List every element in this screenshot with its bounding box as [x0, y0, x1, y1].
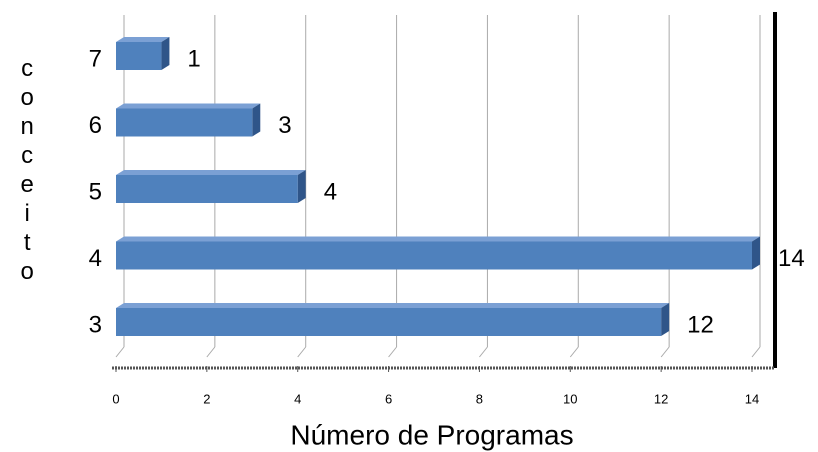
y-tick-label: 6 — [89, 112, 102, 139]
y-axis-label: conceito — [14, 55, 41, 287]
y-tick-label: 4 — [89, 245, 102, 272]
x-tick-label: 8 — [476, 391, 483, 406]
bar — [116, 241, 752, 270]
y-tick-label: 3 — [89, 311, 102, 338]
x-tick-label: 12 — [654, 391, 668, 406]
grid-floor — [297, 346, 307, 358]
bar-top — [116, 236, 760, 242]
x-tick-label: 14 — [745, 391, 759, 406]
bar — [116, 42, 162, 70]
x-axis-label: Número de Programas — [290, 419, 573, 450]
value-label: 1 — [187, 45, 200, 72]
bar — [116, 175, 298, 203]
bar-top — [116, 303, 670, 308]
y-tick-label: 7 — [89, 45, 102, 72]
grid-floor — [388, 346, 397, 358]
bar-top — [116, 37, 170, 42]
grid-floor — [206, 346, 216, 358]
grid-floor — [479, 346, 488, 358]
bar-side — [752, 236, 760, 270]
value-label: 4 — [324, 178, 337, 205]
bar-side — [297, 170, 306, 203]
x-tick-label: 10 — [563, 391, 577, 406]
bar-top — [116, 170, 306, 175]
x-tick-label: 0 — [112, 391, 119, 406]
x-tick-label: 4 — [294, 391, 301, 406]
bar — [116, 108, 253, 137]
bar-top — [116, 103, 261, 109]
bar-side — [161, 37, 170, 70]
bar — [116, 308, 662, 336]
x-tick-label: 6 — [385, 391, 392, 406]
grid-floor — [569, 346, 579, 358]
grid-floor — [751, 346, 761, 358]
x-tick-label: 2 — [203, 391, 210, 406]
value-label: 12 — [687, 311, 714, 338]
bar-side — [661, 303, 670, 336]
bar-side — [252, 103, 261, 137]
grid-floor — [660, 346, 670, 358]
grid-floor — [115, 346, 125, 358]
y-tick-label: 5 — [89, 178, 102, 205]
value-label: 14 — [778, 245, 805, 272]
value-label: 3 — [278, 112, 291, 139]
